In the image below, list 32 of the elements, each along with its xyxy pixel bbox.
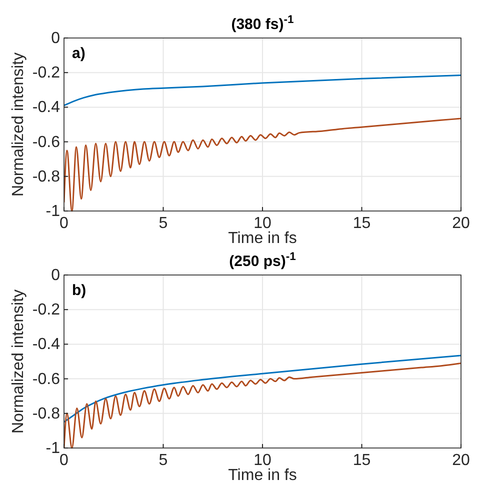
- x-axis-title: Time in fs: [228, 230, 297, 247]
- y-axis-title: Normalized intensity: [10, 52, 27, 197]
- chart-title: (250 ps)$^{-1}$: [229, 251, 296, 270]
- x-tick-label: 20: [452, 452, 470, 469]
- x-tick-label: 15: [352, 215, 371, 232]
- line-series: [64, 74, 461, 106]
- y-tick-label: -0.4: [32, 336, 60, 354]
- y-tick-label: -0.2: [32, 64, 60, 82]
- y-tick-label: -0.8: [32, 168, 60, 186]
- y-tick-label: 0: [51, 267, 60, 284]
- line-series: [64, 118, 461, 212]
- y-tick-label: 0: [51, 30, 60, 47]
- y-tick-label: -0.8: [32, 405, 60, 422]
- chart-title: (380 fs)$^{-1}$: [231, 14, 294, 33]
- x-axis-title: Time in fs: [228, 467, 297, 484]
- x-tick-label: 10: [254, 215, 272, 232]
- line-series: [64, 354, 461, 423]
- annotation: b): [72, 282, 86, 299]
- y-axis-title: Normalized intensity: [10, 289, 27, 434]
- x-tick-label: 10: [254, 452, 272, 469]
- line-series: [64, 362, 461, 449]
- x-tick-label: 15: [352, 452, 371, 469]
- y-tick-label: -0.6: [32, 134, 60, 151]
- y-tick-label: -1: [46, 440, 60, 457]
- annotation: a): [72, 45, 86, 62]
- y-tick-label: -0.6: [32, 370, 60, 388]
- y-tick-label: -0.2: [32, 302, 60, 319]
- y-tick-label: -0.4: [32, 99, 60, 116]
- y-tick-label: -1: [46, 203, 60, 220]
- x-tick-label: 20: [452, 215, 470, 232]
- x-tick-label: 5: [158, 452, 168, 469]
- x-tick-label: 5: [158, 215, 168, 232]
